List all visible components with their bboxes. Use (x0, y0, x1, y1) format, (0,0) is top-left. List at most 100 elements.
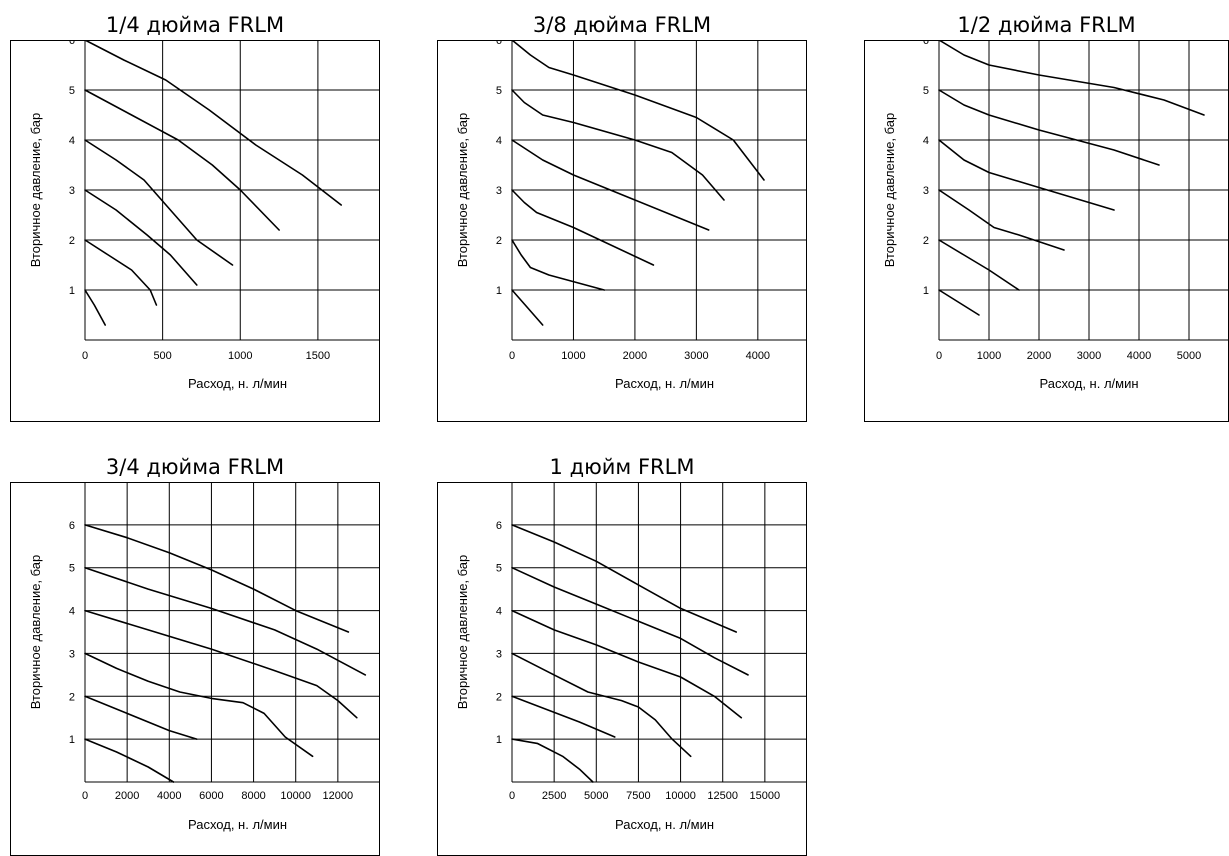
y-tick-label: 5 (69, 563, 75, 575)
y-tick-label: 3 (69, 185, 75, 197)
chart-title: 3/4 дюйма FRLM (105, 455, 285, 479)
y-axis-title: Вторичное давление, бар (28, 113, 43, 268)
series-line (84, 139, 234, 266)
y-tick-label: 6 (923, 40, 929, 47)
y-tick-label: 3 (923, 185, 929, 197)
y-tick-label: 2 (923, 235, 929, 247)
x-tick-label: 2000 (1027, 350, 1051, 362)
series-line (84, 695, 198, 740)
x-tick-label: 0 (509, 350, 515, 362)
outer-frame (864, 40, 1229, 422)
chart-panel-1: 1/4 дюйма FRLM 1 2 3 4 5 6 0 500 1000 1500 Вторичн… (10, 10, 380, 422)
series-line (511, 695, 616, 738)
series-line (938, 89, 1160, 166)
x-tick-label: 1500 (306, 350, 330, 362)
x-tick-label: 10000 (665, 790, 696, 802)
chart-panel-2: 3/8 дюйма FRLM 1 2 3 4 5 6 0 1000 2000 3000 4000 Вт… (437, 10, 807, 422)
outer-frame (10, 40, 380, 422)
series-line (511, 40, 765, 181)
series-line (84, 239, 158, 306)
y-tick-label: 4 (923, 135, 929, 147)
x-tick-label: 6000 (199, 790, 223, 802)
series-line (84, 40, 342, 206)
y-tick-label: 1 (496, 285, 502, 297)
x-tick-label: 3000 (1077, 350, 1101, 362)
x-axis-title: Расход, н. л/мин (188, 376, 287, 391)
grid (939, 40, 1229, 340)
chart-plot: 1 2 3 4 5 6 0 500 1000 1500 Вторичное давление, ба… (10, 40, 380, 422)
x-tick-label: 15000 (750, 790, 781, 802)
x-tick-label: 1000 (561, 350, 585, 362)
chart-title: 1 дюйм FRLM (549, 455, 695, 479)
chart-plot: 1 2 3 4 5 6 0 2500 5000 7500 10000 12500 15000 Вторич… (437, 482, 807, 856)
series-line (511, 289, 544, 326)
x-tick-label: 12000 (323, 790, 354, 802)
x-tick-label: 10000 (280, 790, 311, 802)
chart-title: 3/8 дюйма FRLM (532, 13, 712, 37)
y-tick-label: 3 (496, 648, 502, 660)
x-tick-label: 2000 (115, 790, 139, 802)
grid (85, 482, 380, 782)
y-tick-label: 3 (496, 185, 502, 197)
x-tick-label: 8000 (241, 790, 265, 802)
grid (85, 40, 380, 340)
series-line (511, 609, 743, 719)
grid (512, 482, 807, 782)
x-tick-label: 4000 (157, 790, 181, 802)
chart-title: 1/2 дюйма FRLM (957, 13, 1136, 37)
y-tick-label: 4 (496, 135, 502, 147)
y-tick-label: 6 (69, 40, 75, 47)
y-tick-label: 5 (496, 563, 502, 575)
x-tick-label: 7500 (626, 790, 650, 802)
series-line (511, 566, 749, 676)
x-tick-label: 4000 (1127, 350, 1151, 362)
chart-panel-4: 3/4 дюйма FRLM 1 2 3 4 5 6 0 2000 4000 6000 8000 10… (10, 452, 380, 856)
x-axis-title: Расход, н. л/мин (615, 817, 714, 832)
series-line (84, 89, 280, 231)
x-tick-label: 0 (82, 790, 88, 802)
series-line (511, 738, 594, 783)
y-tick-label: 6 (496, 40, 502, 47)
y-tick-label: 1 (923, 285, 929, 297)
series-line (511, 524, 737, 633)
x-tick-label: 500 (153, 350, 171, 362)
x-tick-label: 12500 (707, 790, 738, 802)
x-tick-label: 5000 (1177, 350, 1201, 362)
series-line (938, 289, 980, 316)
series-line (84, 566, 367, 676)
series-line (511, 89, 725, 201)
series-line (84, 189, 198, 286)
x-tick-label: 2500 (542, 790, 566, 802)
series-line (511, 189, 655, 266)
y-axis-title: Вторичное давление, бар (455, 555, 470, 710)
y-axis-title: Вторичное давление, бар (455, 113, 470, 268)
y-tick-label: 2 (69, 235, 75, 247)
y-tick-label: 4 (69, 606, 75, 618)
y-tick-label: 1 (69, 734, 75, 746)
y-tick-label: 3 (69, 648, 75, 660)
y-axis-title: Вторичное давление, бар (882, 113, 897, 268)
chart-plot: 1 2 3 4 5 6 0 1000 2000 3000 4000 5000 Вторичное дав… (864, 40, 1229, 422)
x-axis-title: Расход, н. л/мин (188, 817, 287, 832)
series-line (938, 239, 1020, 291)
y-tick-label: 6 (69, 520, 75, 532)
x-tick-label: 0 (82, 350, 88, 362)
series-line (511, 139, 710, 231)
x-tick-label: 1000 (228, 350, 252, 362)
y-tick-label: 5 (69, 85, 75, 97)
y-tick-label: 5 (496, 85, 502, 97)
series-line (84, 524, 350, 633)
x-tick-label: 5000 (584, 790, 608, 802)
chart-panel-3: 1/2 дюйма FRLM 1 2 3 4 5 6 0 1000 2000 3000 4000 50… (864, 10, 1229, 422)
x-axis-title: Расход, н. л/мин (1039, 376, 1138, 391)
y-tick-label: 5 (923, 85, 929, 97)
grid (512, 40, 807, 340)
y-axis-title: Вторичное давление, бар (28, 555, 43, 710)
y-tick-label: 1 (69, 285, 75, 297)
x-tick-label: 4000 (746, 350, 770, 362)
y-tick-label: 2 (69, 691, 75, 703)
y-tick-label: 2 (496, 235, 502, 247)
chart-plot: 1 2 3 4 5 6 0 1000 2000 3000 4000 Вторичное давлени… (437, 40, 807, 422)
series-line (511, 652, 692, 758)
series-line (84, 609, 358, 719)
